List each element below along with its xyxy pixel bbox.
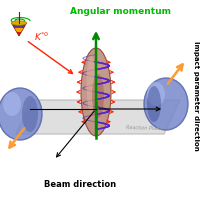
Ellipse shape: [147, 82, 165, 106]
Ellipse shape: [22, 96, 38, 132]
Text: Angular momentum: Angular momentum: [70, 7, 170, 16]
Ellipse shape: [147, 86, 161, 122]
Ellipse shape: [11, 21, 27, 25]
Ellipse shape: [0, 88, 42, 140]
Ellipse shape: [3, 92, 21, 116]
Text: Impact parameter direction: Impact parameter direction: [193, 41, 199, 151]
Ellipse shape: [86, 56, 95, 112]
Ellipse shape: [92, 74, 104, 118]
Ellipse shape: [144, 78, 188, 130]
Ellipse shape: [81, 48, 111, 136]
Text: $K^{*0}$: $K^{*0}$: [34, 31, 49, 43]
Polygon shape: [13, 24, 25, 27]
Text: Beam direction: Beam direction: [44, 180, 116, 189]
Polygon shape: [15, 28, 23, 32]
Polygon shape: [11, 23, 27, 36]
Polygon shape: [16, 100, 180, 134]
Text: Reaction Plane: Reaction Plane: [126, 125, 162, 131]
